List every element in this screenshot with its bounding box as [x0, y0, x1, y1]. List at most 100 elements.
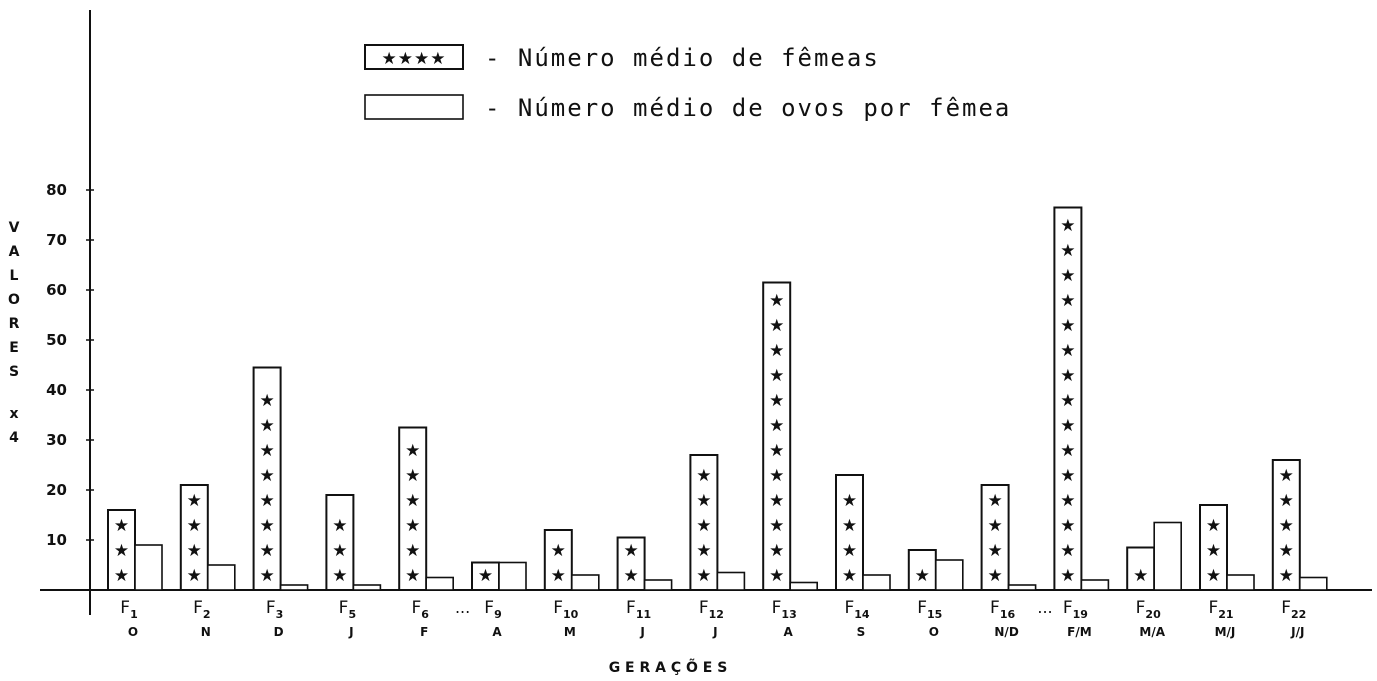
y-tick-label: 10	[46, 531, 67, 549]
legend: ★★★★ - Número médio de fêmeas - Número méd…	[364, 44, 1009, 122]
y-axis-title-char: O	[8, 292, 20, 308]
bar-star: ★	[842, 566, 857, 586]
bar-females	[543, 529, 573, 591]
bar-females	[1199, 504, 1228, 591]
y-tick-labels: 10 20 30 40 50 60 70 80	[46, 181, 94, 549]
bar-star: ★	[769, 466, 784, 486]
y-axis-title-char: R	[9, 316, 20, 332]
bar-star: ★	[405, 516, 420, 536]
bar-star: ★	[987, 541, 1002, 561]
x-tick-month: A	[784, 625, 794, 639]
x-tick-label: F20	[1136, 598, 1161, 621]
bar-star: ★	[259, 516, 274, 536]
bar-eggs	[1080, 579, 1110, 591]
bar-star: ★	[769, 391, 784, 411]
x-axis-title: G E R A Ç Õ E S	[609, 658, 728, 676]
y-tick-label: 50	[46, 331, 67, 349]
bar-star: ★	[405, 466, 420, 486]
x-tick-label: F22	[1281, 598, 1306, 621]
bar-star: ★	[1060, 566, 1075, 586]
bar-star: ★	[696, 466, 711, 486]
bars: ★ ★ ★ ★ ★ ★ ★ ★ ★ ★ ★ ★ ★ ★ ★ ★ ★ ★ ★ ★ ★ ★ ★ ★ ★ ★ ★ ★ ★ ★ ★ ★ ★ ★ ★ ★ ★ ★ ★ ★…	[107, 206, 1328, 591]
y-tick-label: 70	[46, 231, 67, 249]
x-tick-label: F5	[339, 598, 356, 621]
bar-females	[179, 484, 209, 591]
x-ellipsis: ...	[1037, 598, 1052, 617]
y-tick-label: 80	[46, 181, 67, 199]
bar-star: ★	[478, 566, 493, 586]
bar-star: ★	[187, 566, 202, 586]
x-tick-month: M	[564, 625, 576, 639]
bar-star: ★	[187, 516, 202, 536]
x-tick-label: F13	[772, 598, 797, 621]
bar-star: ★	[696, 566, 711, 586]
x-tick-month: N	[201, 625, 211, 639]
bar-eggs	[207, 564, 236, 591]
x-tick-label: F12	[699, 598, 724, 621]
bar-star: ★	[1060, 516, 1075, 536]
bar-star: ★	[1060, 366, 1075, 386]
bar-eggs	[352, 584, 382, 591]
bar-star: ★	[842, 541, 857, 561]
bar-females	[107, 509, 136, 591]
x-tick-month: O	[929, 625, 939, 639]
bar-females	[398, 426, 428, 591]
bar-star: ★	[405, 491, 420, 511]
x-tick-month: S	[857, 625, 866, 639]
bar-females	[1053, 206, 1083, 591]
bar-star: ★	[259, 416, 274, 436]
bar-eggs	[643, 579, 673, 591]
bar-females	[835, 474, 864, 591]
x-tick-label: F9	[484, 598, 501, 621]
bar-star: ★	[1133, 566, 1148, 586]
bar-eggs	[1299, 576, 1328, 591]
x-tick-month: J	[712, 625, 717, 639]
bar-star: ★	[769, 491, 784, 511]
bar-star: ★	[1279, 541, 1294, 561]
bar-star: ★	[769, 566, 784, 586]
bar-star: ★	[1279, 516, 1294, 536]
bar-star: ★	[842, 516, 857, 536]
bar-females	[325, 494, 355, 591]
y-axis-title-char: A	[9, 244, 20, 260]
y-axis-title-char: E	[9, 340, 19, 356]
bar-star: ★	[114, 566, 129, 586]
y-axis-title-char: 4	[9, 430, 19, 446]
bar-star: ★	[1060, 441, 1075, 461]
y-axis-title-char: V	[9, 220, 20, 236]
bar-star: ★	[769, 541, 784, 561]
bar-females	[252, 366, 282, 591]
bar-star: ★	[623, 566, 638, 586]
bar-star: ★	[842, 491, 857, 511]
bar-star: ★	[551, 566, 566, 586]
y-axis-title-char: x	[9, 406, 18, 422]
bar-star: ★	[987, 491, 1002, 511]
bar-star: ★	[1060, 291, 1075, 311]
x-tick-month: J	[639, 625, 644, 639]
bar-females	[471, 561, 500, 591]
bar-star: ★	[551, 541, 566, 561]
x-tick-labels: F1 O F2 N F3 D F5 J F6 F F9 A F10 M F11 J F12 J F13 A F14 S F1…	[120, 598, 1306, 639]
bar-star: ★	[187, 541, 202, 561]
x-tick-label: F21	[1208, 598, 1233, 621]
bar-eggs	[498, 561, 527, 591]
legend-swatch-eggs	[364, 94, 464, 120]
bar-star: ★	[1060, 316, 1075, 336]
x-tick-month: M/J	[1215, 625, 1236, 639]
bar-star: ★	[769, 416, 784, 436]
x-tick-label: F14	[844, 598, 869, 621]
bar-eggs	[279, 584, 309, 591]
bar-star: ★	[1060, 216, 1075, 236]
bar-females	[980, 484, 1010, 591]
bar-star: ★	[114, 516, 129, 536]
bar-star: ★	[259, 566, 274, 586]
bar-star: ★	[1279, 566, 1294, 586]
bar-star: ★	[259, 441, 274, 461]
bar-star: ★	[987, 516, 1002, 536]
y-tick-label: 20	[46, 481, 67, 499]
y-axis-title-char: S	[9, 364, 19, 380]
bar-star: ★	[259, 466, 274, 486]
bar-star: ★	[1279, 491, 1294, 511]
